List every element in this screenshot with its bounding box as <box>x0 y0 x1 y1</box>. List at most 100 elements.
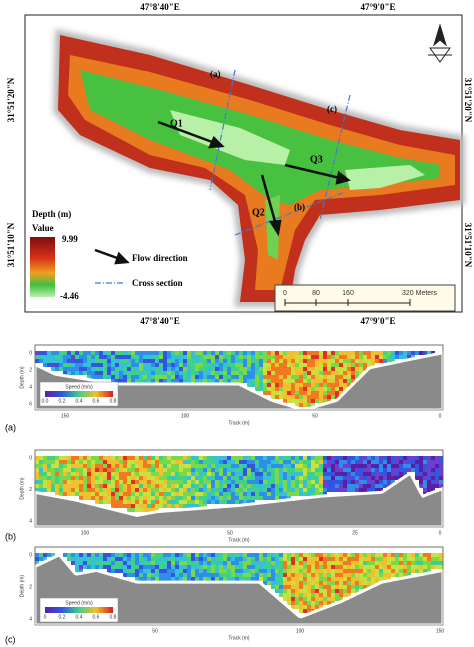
cell <box>79 460 83 464</box>
cell <box>175 484 179 488</box>
y-tick-label: 0 <box>29 552 32 558</box>
cell <box>223 577 227 581</box>
cell <box>79 355 83 359</box>
cell <box>263 383 267 387</box>
cell <box>351 480 355 484</box>
cell <box>399 573 403 577</box>
cell <box>39 488 43 492</box>
cell <box>279 468 283 472</box>
cell <box>179 557 183 561</box>
cell <box>403 561 407 565</box>
cell <box>323 484 327 488</box>
cell <box>147 553 151 557</box>
cell <box>111 359 115 363</box>
cell <box>275 387 279 391</box>
cell <box>343 557 347 561</box>
cell <box>339 553 343 557</box>
cell <box>191 496 195 500</box>
cell <box>371 573 375 577</box>
cell <box>135 569 139 573</box>
cell <box>279 565 283 569</box>
cell <box>303 359 307 363</box>
cell <box>327 367 331 371</box>
cell <box>419 464 423 468</box>
cell <box>419 480 423 484</box>
cell <box>303 464 307 468</box>
cell <box>107 472 111 476</box>
cell <box>351 375 355 379</box>
cell <box>151 367 155 371</box>
cell <box>115 460 119 464</box>
cell <box>383 577 387 581</box>
cell <box>251 379 255 383</box>
cell <box>315 581 319 585</box>
cell <box>303 456 307 460</box>
cell <box>227 476 231 480</box>
cell <box>143 577 147 581</box>
cell <box>83 363 87 367</box>
cell <box>247 500 251 504</box>
cell <box>127 379 131 383</box>
cell <box>171 476 175 480</box>
cell <box>123 504 127 508</box>
cell <box>175 456 179 460</box>
cell <box>259 492 263 496</box>
cell <box>207 492 211 496</box>
cell <box>163 484 167 488</box>
cell <box>179 371 183 375</box>
cell <box>247 363 251 367</box>
cell <box>323 573 327 577</box>
cell <box>343 351 347 355</box>
cell <box>387 464 391 468</box>
cell <box>187 456 191 460</box>
cell <box>275 351 279 355</box>
cell <box>223 375 227 379</box>
cell <box>351 371 355 375</box>
cell <box>59 484 63 488</box>
cell <box>227 496 231 500</box>
x-tick-label: 100 <box>81 530 90 536</box>
cell <box>111 553 115 557</box>
cell <box>279 351 283 355</box>
cell <box>199 577 203 581</box>
cell <box>139 492 143 496</box>
cell <box>323 597 327 601</box>
cell <box>363 553 367 557</box>
cell <box>147 565 151 569</box>
cell <box>315 593 319 597</box>
cell <box>99 488 103 492</box>
cell <box>211 379 215 383</box>
cell <box>227 577 231 581</box>
cell <box>271 468 275 472</box>
cell <box>391 472 395 476</box>
cell <box>251 456 255 460</box>
cell <box>115 367 119 371</box>
cell <box>355 484 359 488</box>
cell <box>363 480 367 484</box>
cell <box>167 460 171 464</box>
cell <box>259 371 263 375</box>
cell <box>87 557 91 561</box>
cell <box>227 456 231 460</box>
cell <box>427 488 431 492</box>
panel-border <box>34 449 444 528</box>
cell <box>191 359 195 363</box>
cell <box>355 363 359 367</box>
cell <box>415 565 419 569</box>
cell <box>303 561 307 565</box>
cell <box>135 460 139 464</box>
cell <box>107 561 111 565</box>
cell <box>319 597 323 601</box>
cell <box>155 557 159 561</box>
cell <box>319 464 323 468</box>
cell <box>351 565 355 569</box>
cell <box>71 359 75 363</box>
cell <box>175 367 179 371</box>
cell <box>159 355 163 359</box>
cell <box>251 375 255 379</box>
cell <box>199 472 203 476</box>
cell <box>111 456 115 460</box>
cell <box>163 577 167 581</box>
cell <box>315 468 319 472</box>
cell <box>291 371 295 375</box>
